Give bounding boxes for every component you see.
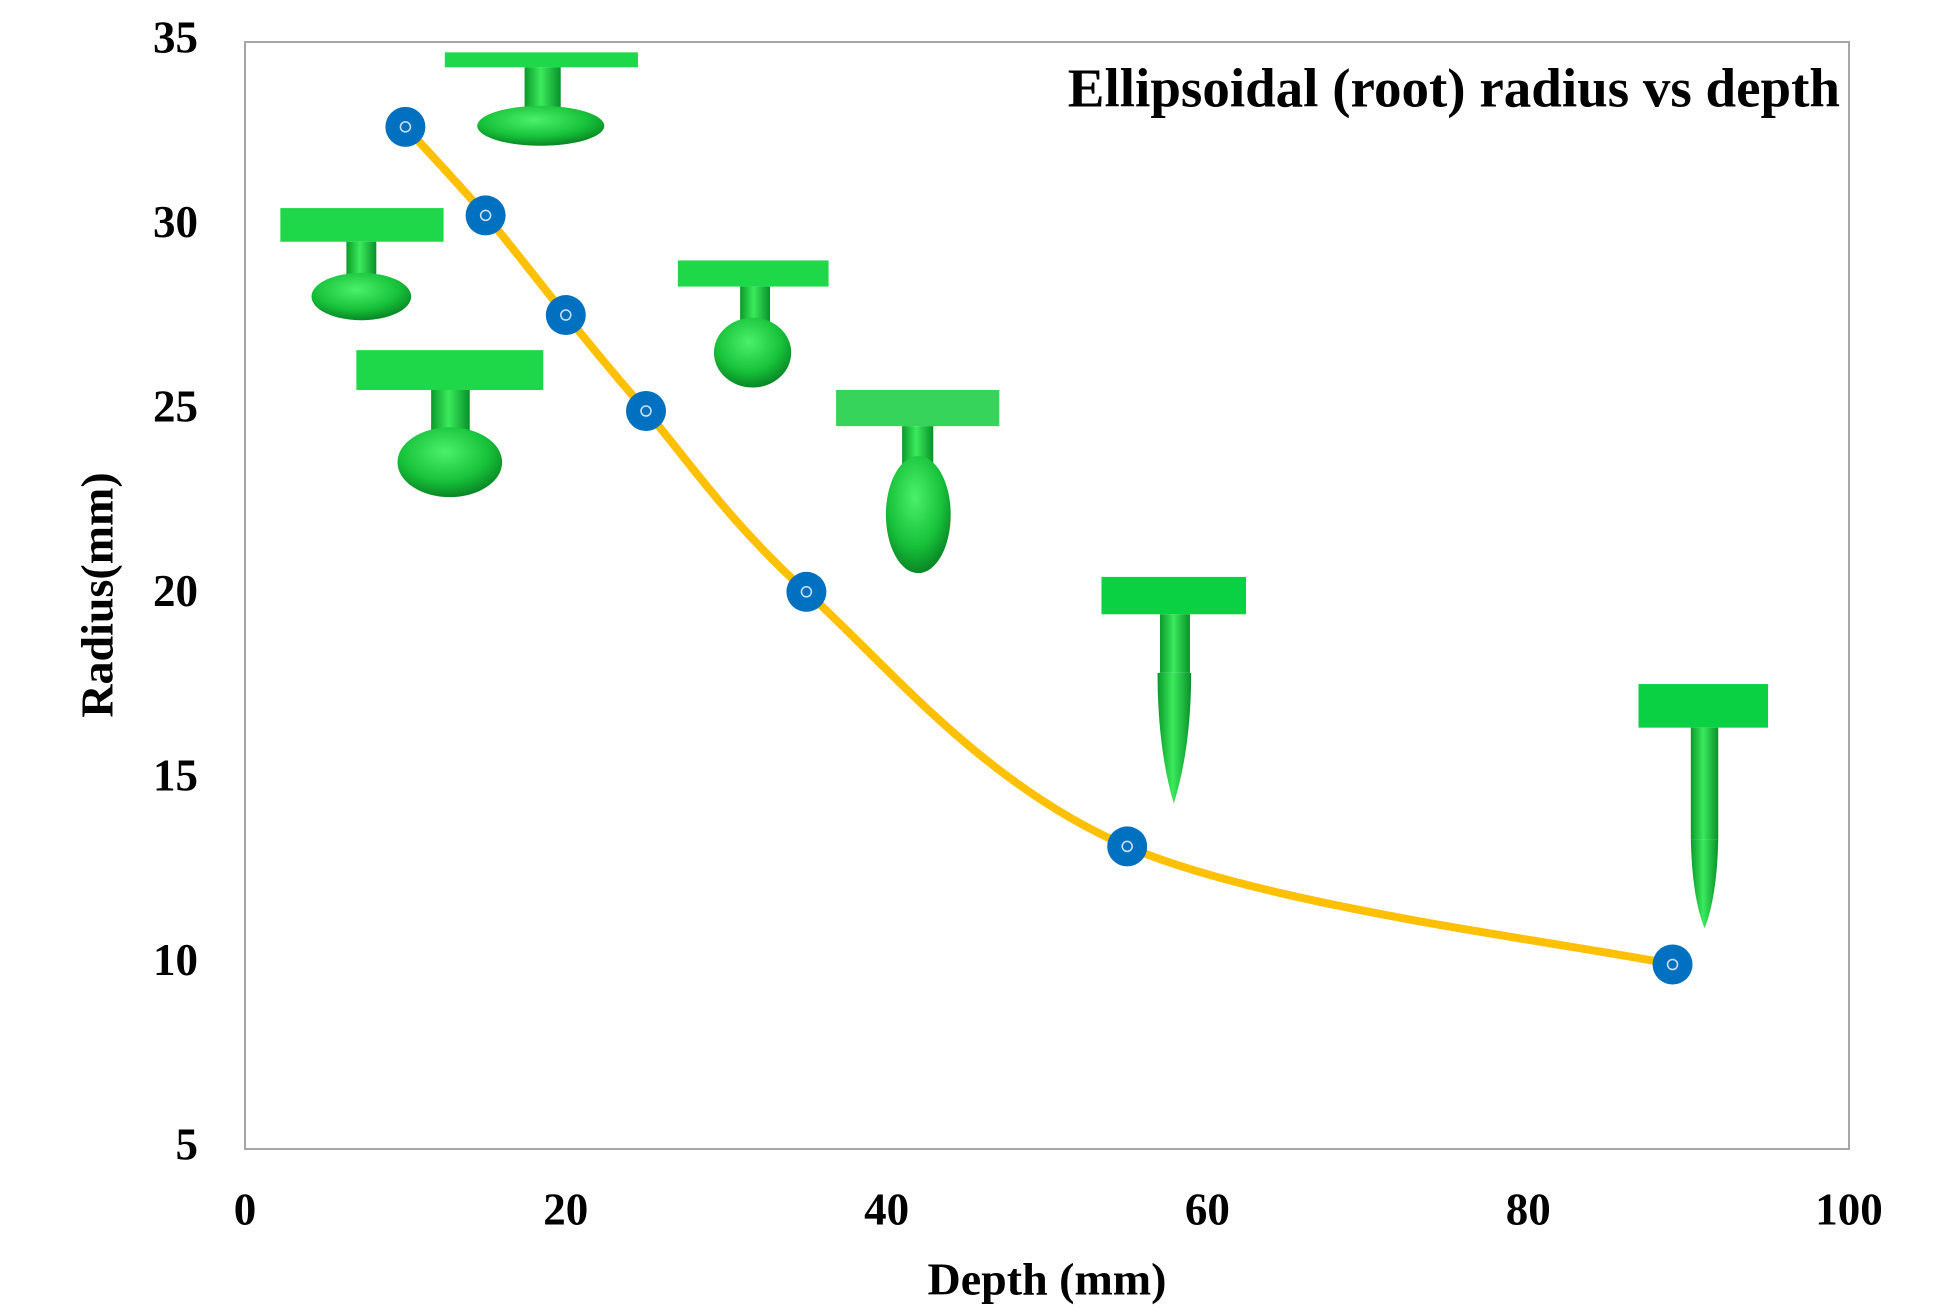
x-tick-label: 60 [1185,1184,1230,1234]
root-shape [1101,576,1246,804]
y-tick-label: 20 [153,566,198,616]
data-point-center [560,309,572,321]
data-point [786,571,827,612]
x-tick-label: 100 [1815,1184,1883,1234]
series-line [401,122,1677,969]
data-point [1107,826,1148,867]
root-shape [280,208,444,321]
root-shape [836,389,1000,574]
y-tick-label: 5 [176,1119,199,1169]
data-point [385,106,426,147]
plot-frame [244,41,1850,1150]
data-point [626,391,666,431]
data-point-center [399,121,412,133]
y-axis-label: Radius(mm) [72,472,123,717]
root-shape [677,260,829,388]
data-point-center [1666,958,1679,971]
y-tick-label: 10 [153,935,198,985]
data-point [545,295,586,336]
data-point-center [800,586,813,598]
data-point-center [640,405,652,417]
y-tick-label: 35 [153,12,198,62]
data-point [1652,944,1693,985]
x-tick-label: 20 [543,1184,588,1234]
y-tick-label: 15 [153,750,198,800]
root-shape [444,52,638,146]
data-point [465,195,506,236]
x-tick-label: 0 [234,1184,257,1234]
x-tick-label: 40 [864,1184,909,1234]
root-shape [356,350,544,498]
data-point-center [1121,840,1133,853]
x-tick-label: 80 [1506,1184,1551,1234]
chart-title: Ellipsoidal (root) radius vs depth [1068,58,1840,119]
y-tick-label: 25 [153,381,198,431]
data-point-center [479,209,492,222]
root-shape [1638,684,1769,929]
x-axis-label: Depth (mm) [928,1254,1167,1305]
root-illustrations [280,52,1769,929]
y-tick-label: 30 [153,197,198,247]
